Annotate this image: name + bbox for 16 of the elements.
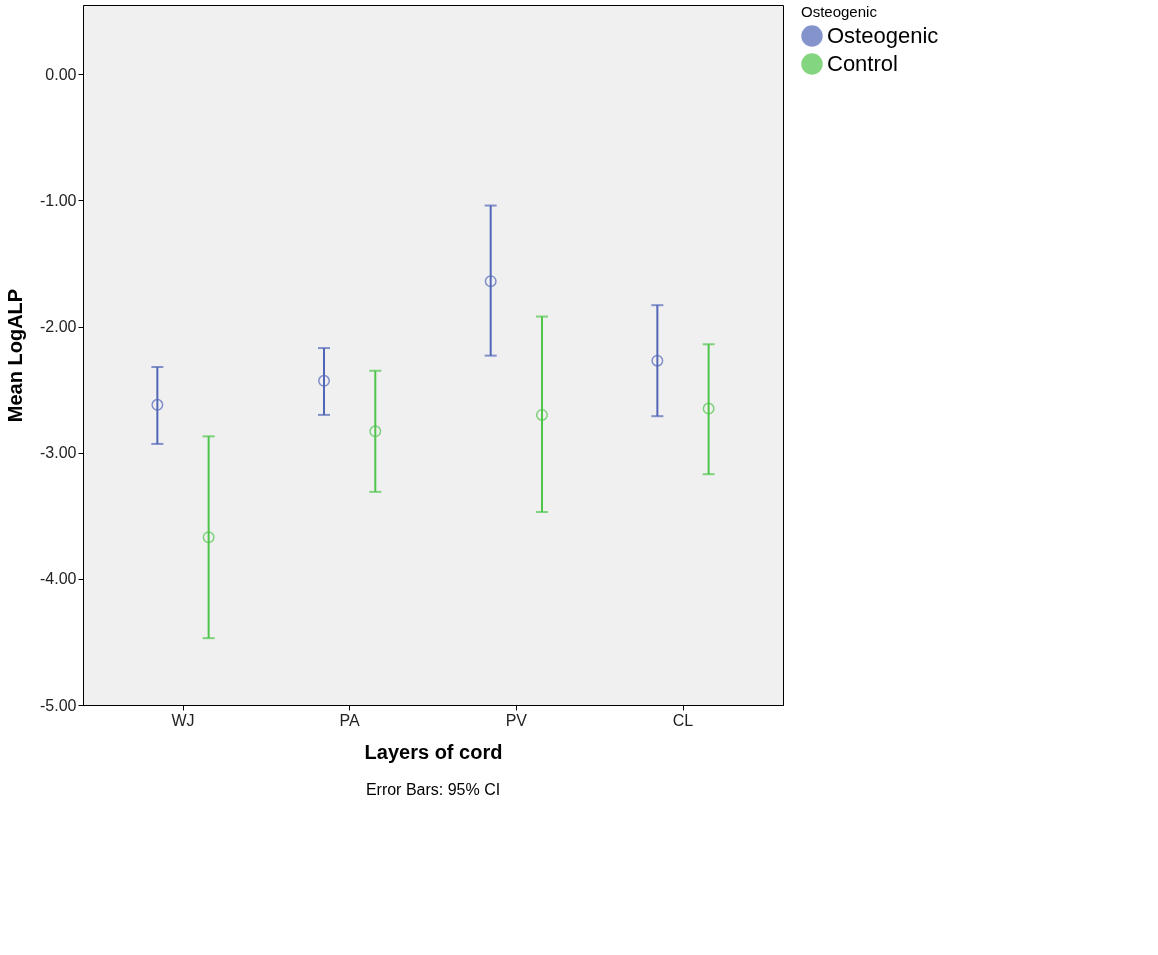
x-tick-label: PV <box>505 711 528 729</box>
y-axis-title: Mean LogALP <box>4 288 27 423</box>
y-tick-label: -4.00 <box>40 570 77 588</box>
y-tick-label: -1.00 <box>40 192 77 209</box>
legend-label: Control <box>827 51 898 76</box>
y-tick-label: 0.00 <box>45 65 77 83</box>
x-tick-label: WJ <box>171 711 195 729</box>
y-tick-label: -2.00 <box>40 318 77 336</box>
x-axis-title: Layers of cord <box>364 740 503 763</box>
legend-label: Osteogenic <box>827 23 939 48</box>
x-tick-label: PA <box>339 711 361 729</box>
legend-title: Osteogenic <box>801 3 878 20</box>
text: Error Bars: 95% CI <box>365 781 501 798</box>
y-tick-label: -5.00 <box>40 696 77 714</box>
y-tick-label: -3.00 <box>40 444 77 462</box>
x-tick-label: CL <box>672 711 694 729</box>
